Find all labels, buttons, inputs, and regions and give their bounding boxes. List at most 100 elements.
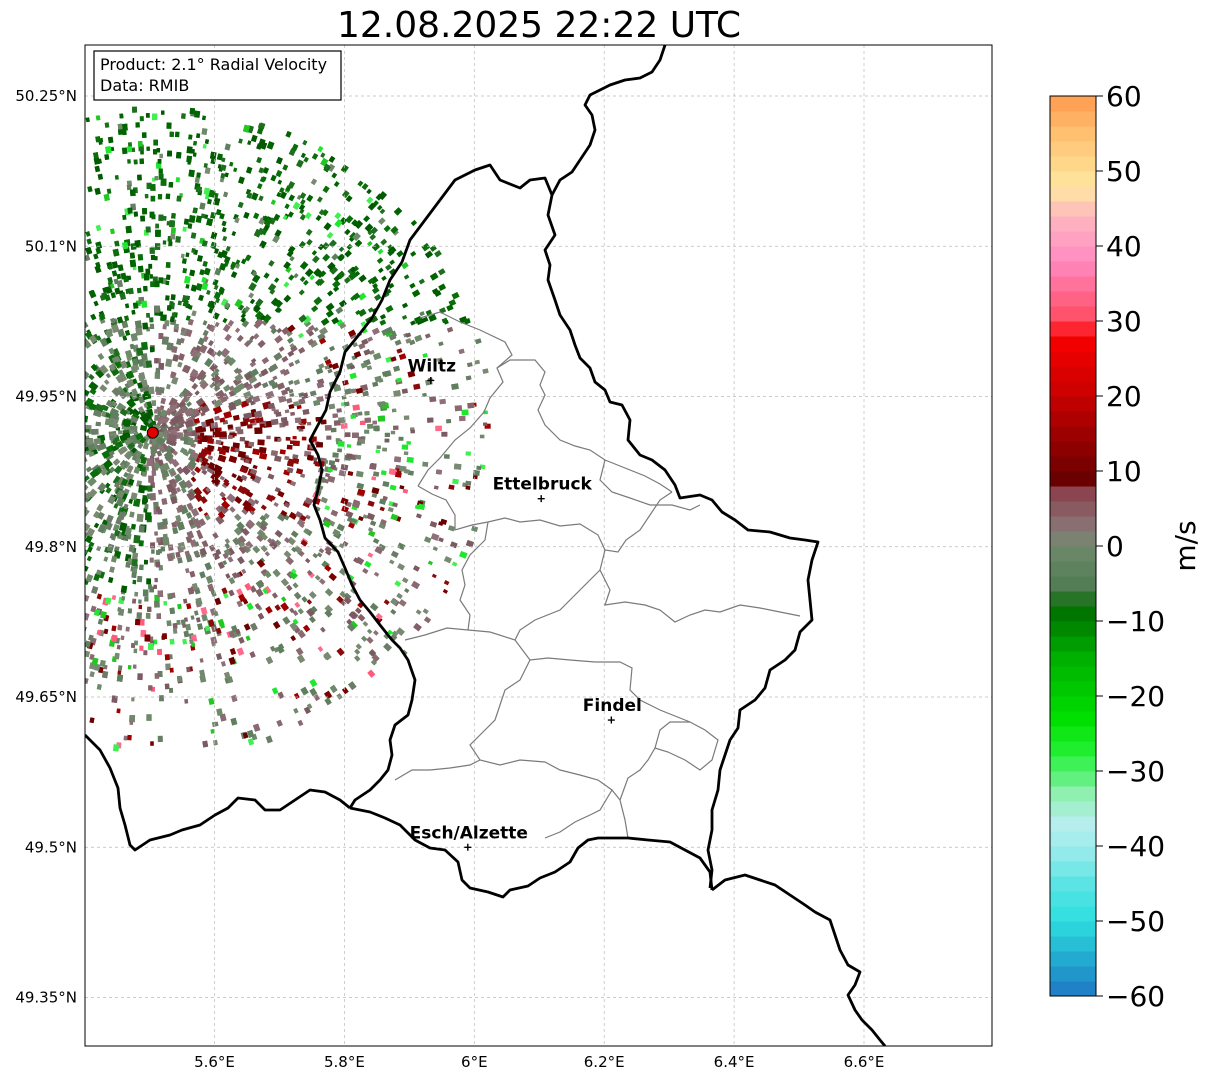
radar-echo-pixel [199, 658, 204, 663]
radar-echo-pixel [158, 214, 164, 221]
radar-echo-pixel [111, 323, 120, 334]
radar-echo-pixel [85, 466, 93, 473]
radar-echo-pixel [241, 319, 250, 328]
radar-echo-pixel [166, 383, 171, 390]
radar-echo-pixel [406, 441, 411, 445]
radar-echo-pixel [291, 143, 299, 151]
radar-echo-pixel [244, 372, 253, 381]
radar-echo-pixel [105, 146, 112, 154]
radar-echo-pixel [118, 665, 123, 671]
radar-echo-pixel [367, 552, 374, 558]
radar-echo-pixel [311, 152, 319, 160]
radar-echo-pixel [199, 380, 209, 390]
radar-echo-pixel [275, 411, 282, 417]
radar-echo-pixel [104, 482, 111, 489]
radar-echo-pixel [483, 422, 488, 426]
radar-echo-pixel [118, 608, 125, 616]
radar-echo-pixel [300, 686, 309, 696]
radar-echo-pixel [149, 274, 153, 279]
radar-echo-pixel [283, 550, 292, 559]
canton-line-echternach [599, 549, 801, 623]
radar-echo-pixel [166, 342, 174, 351]
radar-echo-pixel [277, 438, 282, 442]
radar-echo-pixel [141, 132, 147, 138]
radar-echo-pixel [336, 647, 345, 657]
radar-echo-pixel [133, 648, 138, 654]
radar-echo-pixel [399, 485, 405, 490]
radar-echo-pixel [427, 560, 433, 566]
radar-echo-pixel [229, 161, 234, 167]
radar-echo-pixel [94, 663, 101, 671]
radar-echo-pixel [88, 334, 98, 344]
radar-echo-pixel [190, 232, 197, 239]
radar-echo-pixel [312, 552, 319, 559]
radar-echo-pixel [452, 478, 459, 485]
colorbar-band [1050, 846, 1096, 862]
radar-echo-pixel [366, 512, 375, 521]
radar-echo-pixel [121, 595, 126, 601]
radar-echo-pixel [120, 635, 125, 641]
radar-echo-pixel [192, 208, 197, 214]
radar-echo-pixel [250, 134, 258, 143]
radar-echo-pixel [120, 585, 128, 593]
radar-echo-pixel [328, 519, 336, 527]
radar-echo-pixel [399, 465, 407, 472]
radar-echo-pixel [342, 687, 349, 695]
radar-echo-pixel [288, 194, 295, 202]
radar-echo-pixel [154, 600, 160, 608]
radar-echo-pixel [465, 485, 471, 490]
radar-echo-pixel [316, 442, 323, 448]
radar-echo-pixel [270, 174, 277, 182]
radar-echo-pixel [168, 434, 177, 442]
border-belgium-france [85, 734, 351, 852]
radar-echo-pixel [163, 601, 167, 606]
radar-echo-pixel [357, 614, 366, 622]
radar-echo-pixel [195, 283, 203, 291]
radar-echo-pixel [358, 292, 367, 301]
radar-echo-pixel [199, 432, 205, 437]
radar-echo-pixel [396, 377, 402, 383]
radar-echo-pixel [139, 413, 150, 424]
radar-echo-pixel [145, 512, 152, 521]
radar-echo-pixel [134, 240, 141, 248]
radar-echo-pixel [260, 368, 269, 377]
radar-echo-pixel [243, 412, 251, 420]
colorbar-band [1050, 501, 1096, 517]
radar-echo-pixel [327, 475, 336, 483]
radar-echo-pixel [146, 312, 150, 318]
radar-echo-pixel [476, 465, 482, 470]
city-plus-icon [537, 495, 545, 503]
radar-echo-pixel [266, 466, 272, 471]
radar-echo-pixel [241, 507, 249, 515]
radar-echo-pixel [300, 152, 306, 159]
radar-echo-pixel [324, 604, 334, 614]
radar-echo-pixel [102, 286, 109, 294]
radar-echo-pixel [250, 368, 259, 377]
radar-echo-pixel [392, 552, 398, 558]
radar-echo-pixel [369, 602, 379, 612]
radar-echo-pixel [155, 561, 161, 568]
radar-echo-pixel [217, 511, 226, 519]
radar-echo-pixel [153, 149, 158, 155]
radar-echo-pixel [117, 670, 122, 675]
radar-echo-pixel [111, 348, 120, 357]
radar-echo-pixel [88, 381, 99, 392]
radar-echo-pixel [105, 399, 115, 408]
radar-echo-pixel [371, 487, 380, 495]
radar-echo-pixel [345, 510, 354, 519]
radar-echo-pixel [379, 313, 387, 320]
radar-echo-pixel [340, 164, 349, 173]
radar-echo-pixel [158, 173, 164, 180]
radar-echo-pixel [267, 538, 274, 545]
radar-echo-pixel [448, 525, 456, 532]
radar-echo-pixel [274, 335, 284, 344]
radar-echo-pixel [402, 488, 409, 494]
radar-echo-pixel [288, 361, 295, 368]
radar-echo-pixel [220, 249, 228, 259]
canton-line-mondercange [654, 721, 690, 749]
radar-echo-pixel [85, 573, 94, 583]
radar-echo-pixel [109, 435, 115, 441]
colorbar-band [1050, 321, 1096, 337]
radar-echo-pixel [324, 697, 332, 706]
